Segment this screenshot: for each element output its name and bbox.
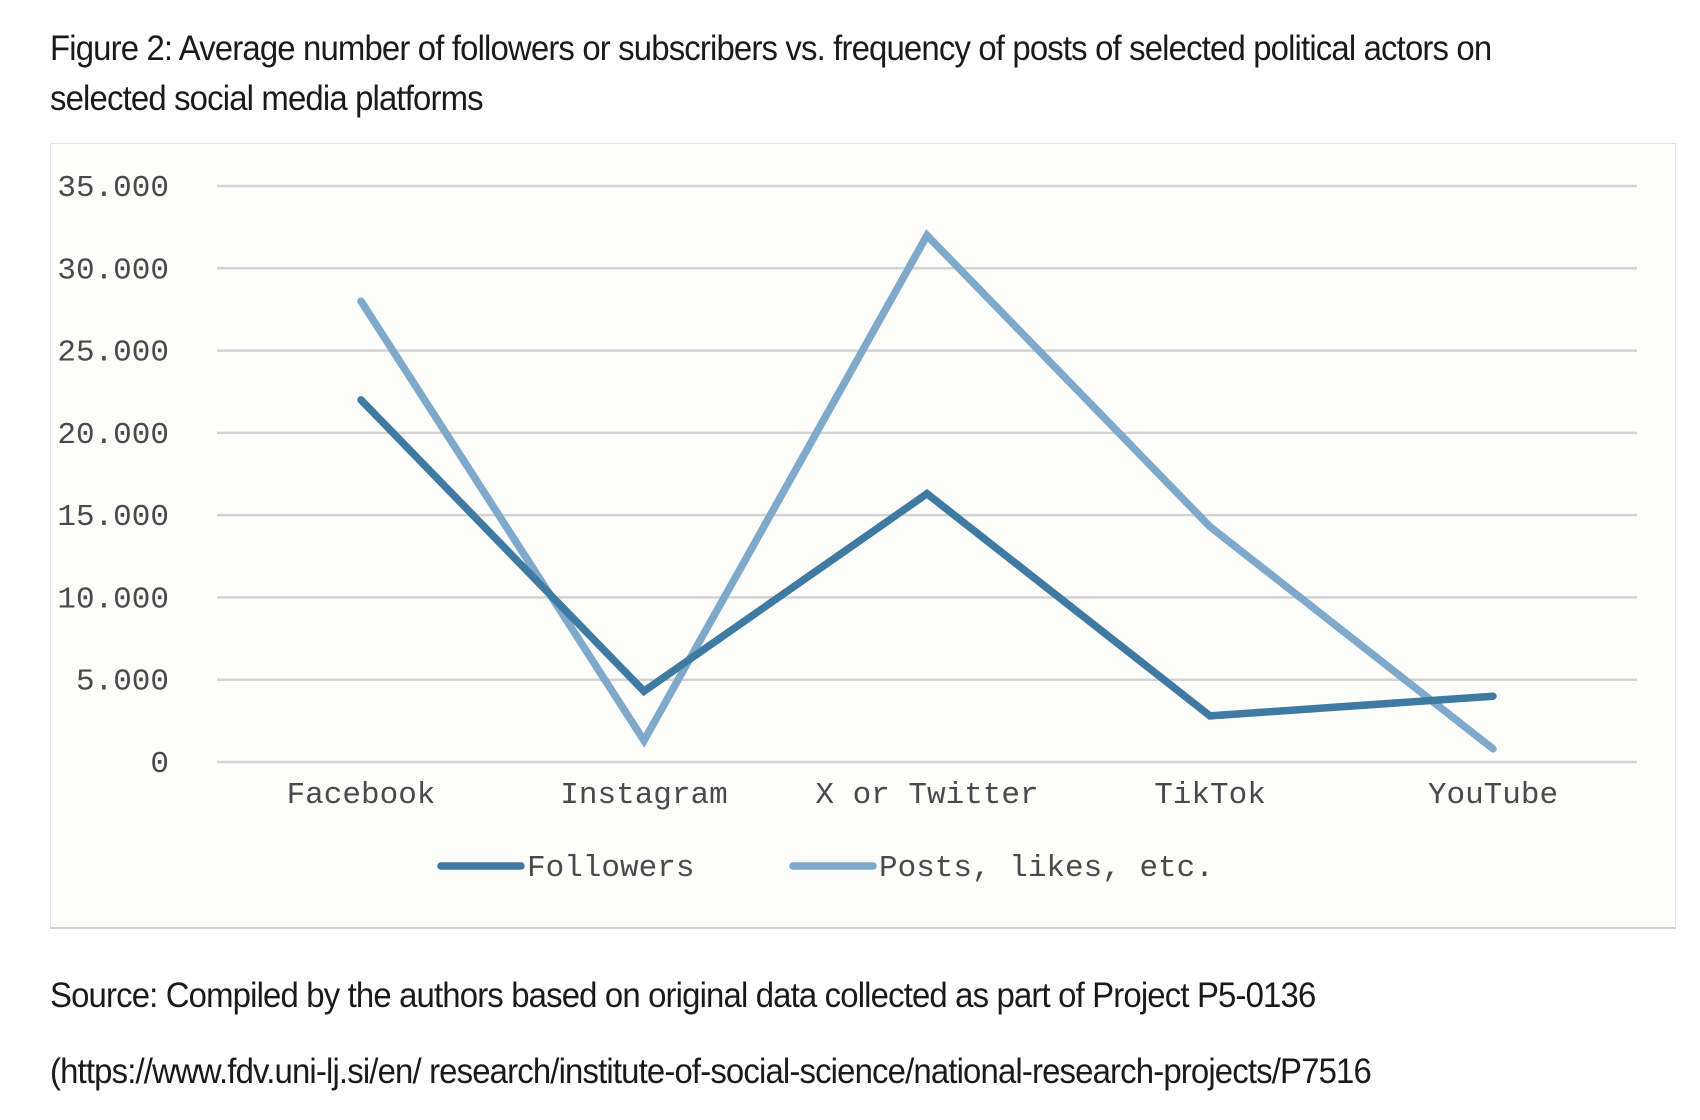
y-tick-label: 5.000 (76, 665, 169, 700)
legend-label: Posts, likes, etc. (879, 851, 1214, 886)
x-category-label: YouTube (1428, 778, 1558, 813)
y-tick-label: 30.000 (57, 253, 169, 288)
source-note: Source: Compiled by the authors based on… (50, 976, 1372, 1091)
y-tick-label: 0 (150, 747, 169, 782)
y-tick-label: 35.000 (57, 171, 169, 206)
legend: Followers Posts, likes, etc. (437, 851, 1214, 886)
series-line (357, 396, 1497, 720)
y-tick-label: 20.000 (57, 418, 169, 453)
chart-canvas: 0 5.000 10.000 15.000 20.000 25.000 30.000 35.0… (57, 171, 1637, 886)
y-tick-label: 15.000 (57, 500, 169, 535)
y-tick-label: 25.000 (57, 336, 169, 371)
x-category-label: Facebook (287, 778, 436, 813)
legend-label: Followers (527, 851, 694, 886)
figure-title: Figure 2: Average number of followers or… (50, 29, 1492, 118)
x-category-label: Instagram (560, 778, 727, 813)
line-chart: 0 5.000 10.000 15.000 20.000 25.000 30.000 35.0… (50, 143, 1676, 929)
series-lines (357, 229, 1497, 753)
gridlines (217, 184, 1637, 764)
x-category-label: TikTok (1154, 778, 1266, 813)
x-axis-categories: Facebook Instagram X or Twitter TikTok YouTu… (287, 778, 1559, 813)
x-category-label: X or Twitter (815, 778, 1038, 813)
y-tick-label: 10.000 (57, 582, 169, 617)
y-axis-ticks: 0 5.000 10.000 15.000 20.000 25.000 30.000 35.0… (57, 171, 169, 782)
